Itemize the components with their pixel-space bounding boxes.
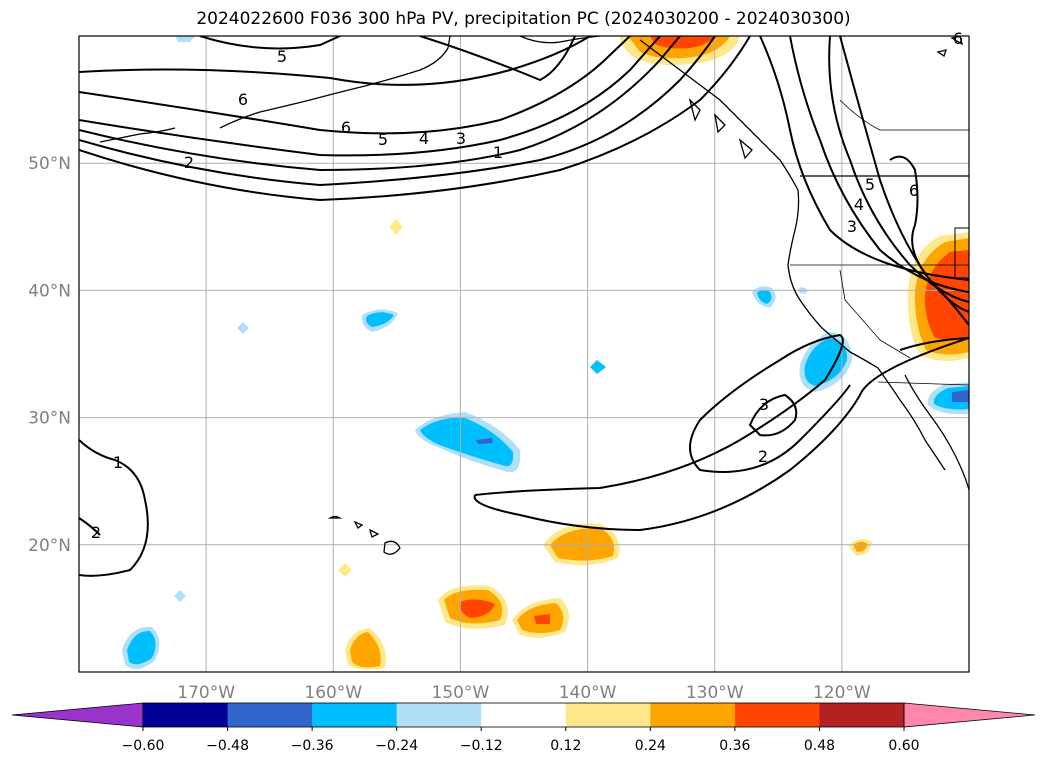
colorbar-tick-label: −0.36 xyxy=(291,738,334,754)
contour-label-2b: 2 xyxy=(758,447,768,466)
lon-tick-label: 160°W xyxy=(304,683,362,703)
contour-label-1b: 1 xyxy=(113,453,123,472)
colorbar-segment xyxy=(481,703,567,727)
contour-label-3c: 3 xyxy=(759,395,769,414)
colorbar-tick-label: 0.60 xyxy=(888,738,919,754)
contour-label-4a: 4 xyxy=(419,129,429,148)
lon-tick-label: 150°W xyxy=(432,683,490,703)
longitude-labels: 170°W 160°W 150°W 140°W 130°W 120°W xyxy=(177,683,871,703)
colorbar-segment xyxy=(565,703,651,727)
lon-tick-label: 170°W xyxy=(177,683,235,703)
contour-label-2c: 2 xyxy=(91,523,101,542)
contour-label-3a: 3 xyxy=(456,129,466,148)
coastlines xyxy=(99,36,969,555)
colorbar-segment xyxy=(312,703,398,727)
lat-tick-label: 40°N xyxy=(28,281,71,301)
colorbar: −0.60 −0.48 −0.36 −0.24 −0.12 0.12 0.24 0.36 0.4… xyxy=(11,702,1036,754)
pv-contours xyxy=(79,36,969,577)
lat-tick-label: 50°N xyxy=(28,154,71,174)
contour-label-5b: 5 xyxy=(378,130,388,149)
contour-label-5c: 5 xyxy=(865,175,875,194)
colorbar-tick-label: 0.48 xyxy=(804,738,835,754)
colorbar-tick-label: −0.24 xyxy=(375,738,418,754)
colorbar-tick-label: 0.12 xyxy=(550,738,581,754)
contour-label-6a: 6 xyxy=(238,90,248,109)
contour-label-2a: 2 xyxy=(184,153,194,172)
colorbar-extend-min xyxy=(11,702,144,728)
lat-tick-label: 30°N xyxy=(28,409,71,429)
contour-label-6d: 6 xyxy=(953,29,963,48)
colorbar-segment xyxy=(734,703,820,727)
pv-contour-labels: 5 6 6 5 4 3 1 2 5 6 4 3 6 3 2 1 2 xyxy=(91,29,963,542)
precipitation-shading xyxy=(122,36,969,670)
colorbar-segment xyxy=(227,703,313,727)
contour-label-1a: 1 xyxy=(493,143,503,162)
colorbar-tick-label: 0.24 xyxy=(635,738,666,754)
map-frame xyxy=(78,35,970,673)
map-title: 2024022600 F036 300 hPa PV, precipitatio… xyxy=(196,9,851,29)
colorbar-tick-label: −0.12 xyxy=(460,738,503,754)
contour-label-5a: 5 xyxy=(277,47,287,66)
colorbar-frame xyxy=(142,702,905,728)
colorbar-segment xyxy=(396,703,482,727)
lon-tick-label: 130°W xyxy=(686,683,744,703)
colorbar-extend-max xyxy=(903,702,1036,728)
colorbar-segment xyxy=(143,703,229,727)
colorbar-tick-label: −0.48 xyxy=(206,738,249,754)
contour-label-6b: 6 xyxy=(341,118,351,137)
contour-label-4b: 4 xyxy=(854,195,864,214)
colorbar-tick-label: −0.60 xyxy=(122,738,165,754)
lon-tick-label: 140°W xyxy=(559,683,617,703)
colorbar-tick-label: 0.36 xyxy=(719,738,750,754)
contour-label-3b: 3 xyxy=(847,217,857,236)
lon-tick-label: 120°W xyxy=(813,683,871,703)
lat-tick-label: 20°N xyxy=(28,536,71,556)
colorbar-segment xyxy=(819,703,905,727)
latitude-labels: 50°N 40°N 30°N 20°N xyxy=(28,154,71,556)
colorbar-segment xyxy=(650,703,736,727)
contour-label-6c: 6 xyxy=(909,181,919,200)
